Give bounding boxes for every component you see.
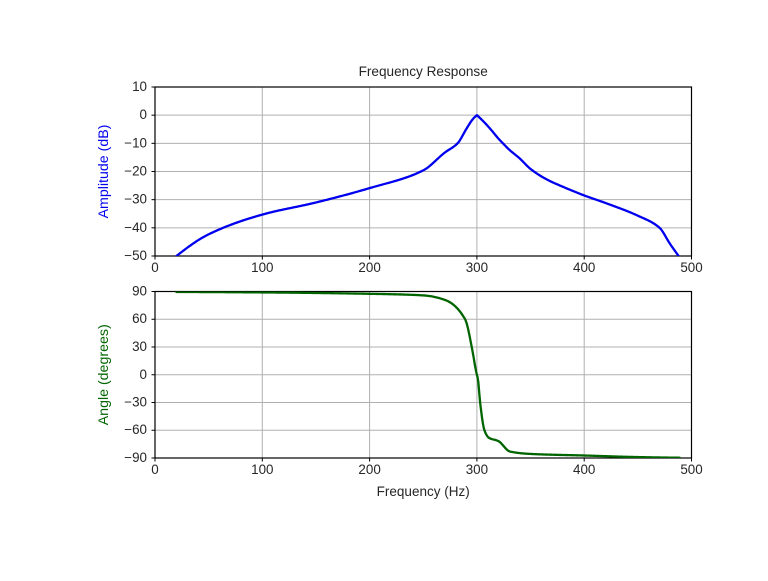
svg-text:30: 30: [132, 339, 147, 354]
svg-text:0: 0: [151, 462, 158, 477]
svg-text:60: 60: [132, 311, 147, 326]
svg-text:90: 90: [132, 284, 147, 299]
svg-text:300: 300: [466, 260, 488, 275]
svg-text:Amplitude (dB): Amplitude (dB): [96, 125, 112, 219]
svg-text:100: 100: [251, 462, 273, 477]
svg-text:500: 500: [680, 260, 702, 275]
svg-text:10: 10: [132, 79, 147, 94]
svg-text:200: 200: [358, 260, 380, 275]
svg-text:300: 300: [466, 462, 488, 477]
svg-text:−30: −30: [124, 395, 147, 410]
svg-text:Angle (degrees): Angle (degrees): [96, 324, 112, 425]
svg-text:200: 200: [358, 462, 380, 477]
svg-text:−50: −50: [124, 248, 147, 263]
svg-text:−30: −30: [124, 192, 147, 207]
svg-text:−40: −40: [124, 220, 147, 235]
svg-text:−10: −10: [124, 135, 147, 150]
svg-text:Frequency Response: Frequency Response: [359, 64, 488, 79]
svg-text:0: 0: [151, 260, 158, 275]
svg-text:0: 0: [140, 367, 147, 382]
svg-text:400: 400: [573, 260, 595, 275]
svg-text:100: 100: [251, 260, 273, 275]
svg-text:−90: −90: [124, 450, 147, 465]
svg-text:500: 500: [680, 462, 702, 477]
svg-text:Frequency (Hz): Frequency (Hz): [377, 484, 470, 499]
svg-text:0: 0: [140, 107, 147, 122]
svg-text:−20: −20: [124, 164, 147, 179]
svg-text:−60: −60: [124, 422, 147, 437]
svg-text:400: 400: [573, 462, 595, 477]
